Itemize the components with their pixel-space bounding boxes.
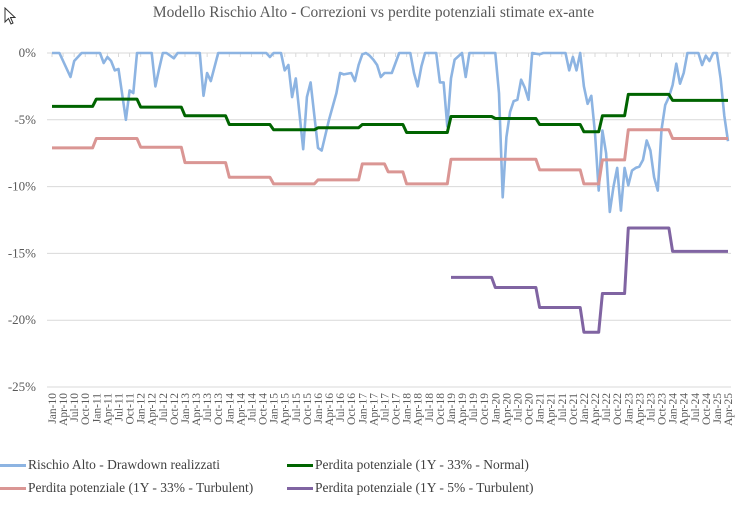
- x-tick-label: Oct-16: [346, 393, 358, 425]
- x-tick-label: Jul-24: [690, 393, 702, 422]
- legend-item-turbulent-33: Perdita potenziale (1Y - 33% - Turbulent…: [0, 480, 253, 496]
- x-tick-label: Apr-15: [280, 393, 292, 426]
- x-tick-label: Jul-14: [246, 393, 258, 422]
- x-tick-label: Jul-12: [158, 393, 170, 422]
- series-line-4: [451, 226, 728, 334]
- x-tick-label: Apr-12: [147, 393, 159, 426]
- x-tick-label: Apr-14: [235, 393, 247, 426]
- x-tick-label: Jul-15: [291, 393, 303, 422]
- x-tick-label: Apr-22: [590, 393, 602, 426]
- mouse-cursor-icon: [4, 6, 17, 30]
- x-tick-label: Oct-14: [258, 393, 270, 425]
- chart-title: Modello Rischio Alto - Correzioni vs per…: [152, 4, 595, 21]
- x-tick-label: Oct-10: [80, 393, 92, 425]
- series-line-1: [52, 51, 730, 214]
- x-tick-label: Jan-21: [535, 393, 547, 424]
- x-tick-label: Jan-23: [623, 393, 635, 424]
- legend-swatch: [0, 463, 26, 467]
- x-tick-label: Apr-23: [634, 393, 646, 426]
- y-tick-label: -25%: [8, 379, 36, 394]
- legend-label: Perdita potenziale (1Y - 33% - Normal): [315, 457, 529, 472]
- series-line-3: [52, 128, 728, 186]
- y-tick-label: -15%: [8, 245, 36, 260]
- x-tick-label: Apr-11: [102, 393, 114, 426]
- legend-label: Rischio Alto - Drawdown realizzati: [28, 457, 220, 472]
- x-tick-label: Jan-18: [402, 393, 414, 424]
- x-tick-label: Apr-25: [723, 393, 735, 426]
- x-tick-label: Oct-11: [125, 393, 137, 425]
- x-tick-label: Jan-12: [136, 393, 148, 424]
- x-tick-label: Jul-13: [202, 393, 214, 422]
- x-tick-label: Oct-23: [657, 393, 669, 425]
- x-tick-label: Oct-24: [701, 393, 713, 425]
- y-tick-label: 0%: [19, 45, 37, 60]
- x-tick-label: Jan-15: [269, 393, 281, 424]
- x-tick-label: Apr-21: [546, 393, 558, 426]
- x-tick-label: Jul-21: [557, 393, 569, 422]
- legend-label: Perdita potenziale (1Y - 33% - Turbulent…: [28, 480, 254, 495]
- x-tick-label: Jul-10: [69, 393, 81, 422]
- x-tick-label: Jan-11: [91, 393, 103, 423]
- x-tick-label: Apr-18: [413, 393, 425, 426]
- legend-item-normal: Perdita potenziale (1Y - 33% - Normal): [287, 457, 529, 473]
- legend-swatch: [287, 463, 313, 467]
- x-tick-label: Jan-10: [47, 393, 59, 424]
- x-tick-label: Oct-15: [302, 393, 314, 425]
- x-tick-label: Jul-16: [335, 393, 347, 422]
- x-tick-label: Jan-20: [490, 393, 502, 424]
- x-tick-label: Jan-13: [180, 393, 192, 424]
- legend-swatch: [0, 486, 26, 490]
- x-tick-label: Jul-17: [379, 393, 391, 422]
- x-tick-label: Jan-16: [313, 393, 325, 424]
- x-tick-label: Jul-23: [645, 393, 657, 422]
- x-tick-label: Apr-13: [191, 393, 203, 426]
- x-tick-label: Apr-24: [679, 393, 691, 426]
- x-tick-label: Apr-10: [58, 393, 70, 426]
- x-tick-label: Oct-22: [612, 393, 624, 425]
- x-tick-label: Apr-19: [457, 393, 469, 426]
- x-tick-label: Oct-18: [435, 393, 447, 425]
- x-tick-label: Jan-17: [357, 393, 369, 424]
- x-tick-label: Apr-16: [324, 393, 336, 426]
- x-tick-label: Oct-21: [568, 393, 580, 425]
- x-tick-label: Jan-25: [712, 393, 724, 424]
- x-tick-label: Apr-17: [368, 393, 380, 426]
- y-tick-label: -20%: [8, 312, 36, 327]
- x-tick-label: Jan-24: [668, 393, 680, 424]
- y-tick-label: -10%: [8, 179, 36, 194]
- legend-item-drawdown: Rischio Alto - Drawdown realizzati: [0, 457, 220, 473]
- legend-item-turbulent-5: Perdita potenziale (1Y - 5% - Turbulent): [287, 480, 533, 496]
- x-tick-label: Apr-20: [501, 393, 513, 426]
- legend-label: Perdita potenziale (1Y - 5% - Turbulent): [315, 480, 534, 495]
- x-tick-label: Jul-22: [601, 393, 613, 422]
- x-tick-label: Jan-22: [579, 393, 591, 424]
- y-tick-label: -5%: [14, 112, 36, 127]
- series-line-2: [52, 92, 728, 134]
- x-tick-label: Oct-19: [479, 393, 491, 425]
- x-tick-label: Jul-18: [424, 393, 436, 422]
- x-tick-label: Jul-19: [468, 393, 480, 422]
- x-tick-label: Oct-20: [524, 393, 536, 425]
- x-tick-label: Jan-14: [224, 393, 236, 424]
- x-tick-label: Oct-17: [391, 393, 403, 425]
- x-tick-label: Oct-12: [169, 393, 181, 425]
- x-tick-label: Jul-11: [113, 393, 125, 422]
- x-tick-label: Oct-13: [213, 393, 225, 425]
- x-tick-label: Jan-19: [446, 393, 458, 424]
- legend-swatch: [287, 486, 313, 490]
- x-tick-label: Jul-20: [512, 393, 524, 422]
